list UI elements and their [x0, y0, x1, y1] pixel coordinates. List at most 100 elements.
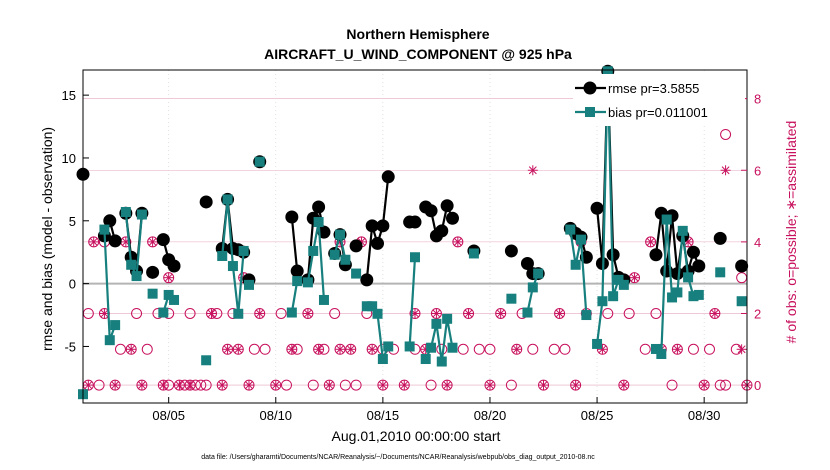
- y2-tick-label: 8: [754, 92, 761, 107]
- asterisk-stroke: [684, 237, 693, 246]
- bias-point: [597, 296, 608, 307]
- data-file-footnote: data file: /Users/gharamti/Documents/NCA…: [201, 454, 595, 461]
- bias-point: [308, 245, 319, 256]
- bias-point: [533, 268, 544, 279]
- y-tick-label: 5: [69, 214, 76, 229]
- y2-tick-label: 2: [754, 306, 761, 321]
- bias-point: [147, 288, 158, 299]
- obs-possible-marker: [339, 379, 351, 391]
- obs-assimilated-marker: [270, 380, 281, 391]
- asterisk-stroke: [287, 345, 296, 354]
- bias-point: [104, 335, 115, 346]
- obs-assimilated-marker: [399, 380, 410, 391]
- asterisk-stroke: [271, 381, 280, 390]
- rmse-point: [408, 215, 422, 229]
- rmse-point: [692, 259, 706, 273]
- bias-point: [527, 282, 538, 293]
- obs-assimilated-marker: [736, 344, 747, 355]
- asterisk-stroke: [619, 381, 628, 390]
- rmse-point: [440, 199, 454, 213]
- asterisk-stroke: [127, 345, 136, 354]
- asterisk-stroke: [673, 345, 682, 354]
- obs-possible-marker: [329, 307, 341, 319]
- x-tick-label: 08/30: [688, 408, 721, 423]
- bias-point: [318, 294, 329, 305]
- obs-possible-marker: [280, 379, 292, 391]
- obs-assimilated-marker: [495, 308, 506, 319]
- bias-point: [608, 291, 619, 302]
- rmse-point: [381, 170, 395, 184]
- bias-point: [581, 310, 592, 321]
- bias-line: [290, 280, 299, 313]
- asterisk-stroke: [443, 381, 452, 390]
- bias-point: [672, 287, 683, 298]
- asterisk-stroke: [453, 237, 462, 246]
- rmse-point: [349, 239, 363, 253]
- obs-possible-marker: [248, 343, 260, 355]
- asterisk-stroke: [175, 381, 184, 390]
- asterisk-stroke: [555, 309, 564, 318]
- obs-possible-marker: [527, 343, 539, 355]
- obs-assimilated-marker: [206, 308, 217, 319]
- bias-point: [302, 277, 313, 288]
- legend-rmse-marker: [583, 81, 597, 95]
- rmse-point: [376, 219, 390, 233]
- obs-possible-marker: [93, 379, 105, 391]
- bias-point: [410, 252, 420, 263]
- bias-point: [335, 229, 346, 240]
- obs-possible-marker: [666, 379, 678, 391]
- asterisk-stroke: [512, 345, 521, 354]
- y2-tick-label: 0: [754, 378, 761, 393]
- bias-point: [136, 209, 147, 220]
- obs-assimilated-marker: [233, 344, 244, 355]
- bias-point: [292, 276, 303, 287]
- obs-assimilated-marker: [345, 344, 356, 355]
- bias-point: [736, 296, 747, 307]
- obs-assimilated-marker: [629, 272, 640, 283]
- bias-line: [408, 257, 417, 347]
- y-axis-label: rmse and bias (model - observation): [39, 127, 55, 351]
- bias-point: [238, 245, 249, 256]
- obs-possible-marker: [623, 307, 635, 319]
- obs-assimilated-marker: [511, 344, 522, 355]
- bias-point: [404, 341, 415, 352]
- bias-point: [667, 292, 678, 303]
- asterisk-stroke: [646, 237, 655, 246]
- rmse-point: [290, 264, 304, 278]
- asterisk-stroke: [100, 309, 109, 318]
- bias-point: [201, 355, 212, 366]
- obs-possible-marker: [714, 379, 726, 391]
- obs-assimilated-marker: [554, 308, 565, 319]
- rmse-point: [649, 248, 663, 262]
- obs-possible-marker: [602, 307, 614, 319]
- bias-point: [286, 307, 297, 318]
- bias-point: [693, 289, 704, 300]
- asterisk-stroke: [432, 309, 441, 318]
- rmse-point: [317, 225, 331, 239]
- rmse-point: [108, 234, 122, 248]
- bias-point: [169, 294, 180, 305]
- obs-assimilated-marker: [720, 165, 731, 176]
- obs-assimilated-marker: [324, 380, 335, 391]
- bias-point: [650, 343, 661, 354]
- bias-point: [244, 279, 254, 290]
- legend-rmse-label: rmse pr=3.5855: [608, 81, 699, 96]
- obs-assimilated-marker: [174, 380, 185, 391]
- bias-point: [592, 338, 603, 349]
- obs-assimilated-marker: [645, 236, 656, 247]
- y-tick-label: 0: [69, 277, 76, 292]
- bias-point: [715, 267, 726, 278]
- obs-assimilated-marker: [244, 380, 254, 391]
- bias-point: [506, 293, 517, 304]
- legend-box: [573, 74, 745, 126]
- obs-possible-marker: [650, 307, 662, 319]
- bias-point: [131, 271, 142, 282]
- obs-assimilated-marker: [335, 344, 346, 355]
- obs-assimilated-marker: [185, 380, 196, 391]
- obs-possible-marker: [259, 343, 271, 355]
- asterisk-stroke: [464, 309, 473, 318]
- obs-possible-marker: [200, 379, 212, 391]
- y-tick-label: 15: [62, 88, 76, 103]
- legend-bias-marker: [585, 107, 595, 117]
- obs-possible-marker: [195, 379, 207, 391]
